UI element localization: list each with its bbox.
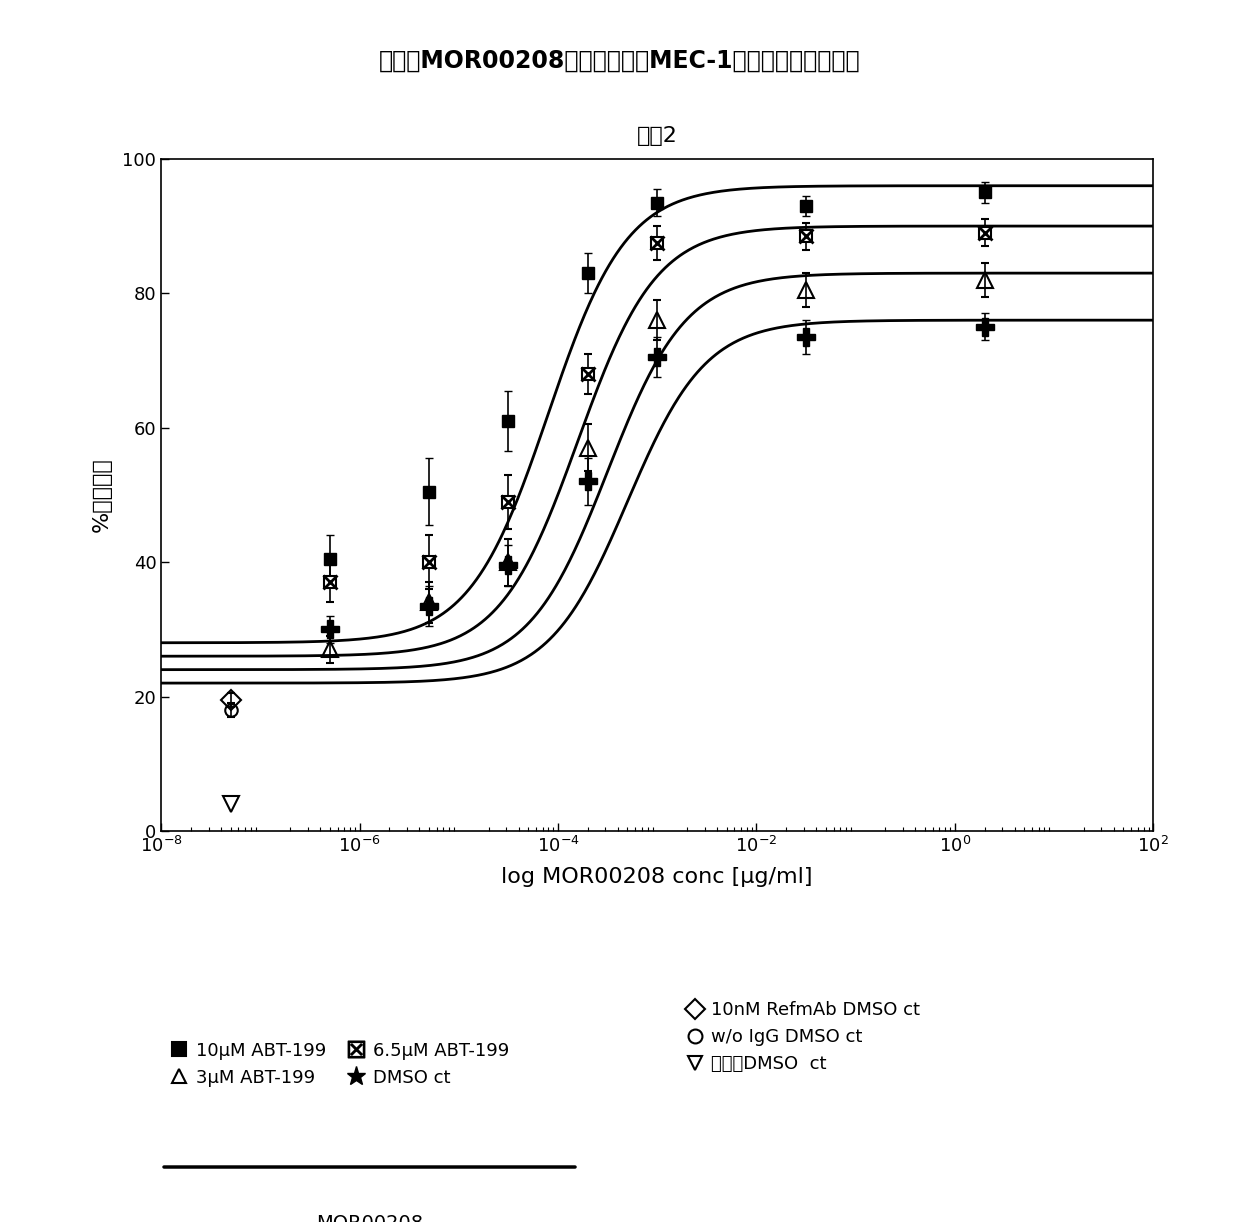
- Text: 组合的MOR00208和维奈托克在MEC-1细胞系中的细胞毒性: 组合的MOR00208和维奈托克在MEC-1细胞系中的细胞毒性: [379, 49, 861, 73]
- Y-axis label: %死亡细胞: %死亡细胞: [92, 457, 112, 533]
- Legend: 10nM RefmAb DMSO ct, w/o IgG DMSO ct, 目标仅DMSO  ct: 10nM RefmAb DMSO ct, w/o IgG DMSO ct, 目标…: [686, 1001, 920, 1073]
- X-axis label: log MOR00208 conc [μg/ml]: log MOR00208 conc [μg/ml]: [501, 868, 813, 887]
- Text: MOR00208: MOR00208: [316, 1215, 423, 1222]
- Title: 实验2: 实验2: [637, 126, 677, 147]
